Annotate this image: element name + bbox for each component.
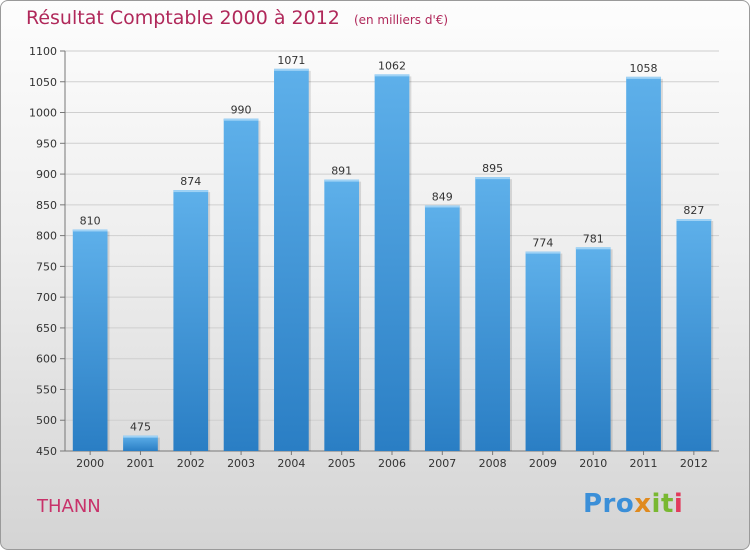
y-tick-label: 1000 [29, 107, 57, 120]
x-tick-label-2004: 2004 [277, 457, 305, 470]
y-tick-label: 450 [36, 445, 57, 458]
value-label-2004: 1071 [277, 54, 305, 67]
x-tick-label-2012: 2012 [680, 457, 708, 470]
value-label-2006: 1062 [378, 59, 406, 72]
value-label-2003: 990 [231, 104, 252, 117]
y-tick-label: 800 [36, 230, 57, 243]
x-tick-label-2000: 2000 [76, 457, 104, 470]
bar-highlight [324, 179, 360, 182]
bar-2010 [575, 247, 611, 451]
bar-layer [72, 68, 714, 452]
bar-highlight [223, 118, 259, 121]
x-tick-label-2008: 2008 [479, 457, 507, 470]
chart-subtitle: (en milliers d'€) [353, 13, 449, 27]
y-tick-label: 700 [36, 291, 57, 304]
y-tick-label: 650 [36, 322, 57, 335]
y-tick-label: 1100 [29, 45, 57, 58]
bar-2001 [123, 435, 158, 451]
bar-2004 [274, 68, 309, 451]
x-tick-label-2009: 2009 [529, 457, 557, 470]
bar-highlight [525, 251, 561, 254]
value-label-2007: 849 [432, 190, 453, 203]
x-tick-label-2011: 2011 [630, 457, 658, 470]
value-label-2012: 827 [683, 204, 704, 217]
bar-highlight [123, 435, 158, 438]
x-tick-label-2002: 2002 [177, 457, 205, 470]
chart-title: Résultat Comptable 2000 à 2012 (en milli… [26, 7, 448, 29]
bar-2003 [223, 118, 259, 451]
proxiti-logo[interactable]: Proxiti [583, 489, 683, 519]
logo-part-3: it [651, 489, 674, 519]
bar-highlight [72, 229, 108, 232]
bar-2008 [475, 177, 510, 451]
x-tick-label-2006: 2006 [378, 457, 406, 470]
y-tick-label: 950 [36, 137, 57, 150]
bar-2012 [676, 219, 712, 451]
bar-highlight [374, 74, 410, 77]
city-name: THANN [37, 496, 101, 517]
logo-part-4: i [673, 489, 684, 519]
bar-highlight [274, 68, 309, 71]
bar-2002 [173, 190, 209, 452]
x-tick-label-2007: 2007 [428, 457, 456, 470]
bar-highlight [173, 190, 209, 193]
bar-highlight [475, 177, 510, 180]
y-tick-label: 600 [36, 353, 57, 366]
value-label-2002: 874 [180, 175, 201, 188]
value-label-2011: 1058 [630, 62, 658, 75]
x-tick-label-2005: 2005 [328, 457, 356, 470]
bar-2009 [525, 251, 561, 451]
value-label-2010: 781 [583, 232, 604, 245]
bar-highlight [424, 205, 460, 208]
value-label-2009: 774 [532, 237, 553, 250]
bar-2007 [424, 205, 460, 451]
axis-layer: 450 500 550 600 650 700 750 800 850 900 950 1000 105… [29, 45, 719, 458]
value-label-2000: 810 [80, 214, 101, 227]
y-tick-label: 500 [36, 414, 57, 427]
bar-highlight [575, 247, 611, 250]
chart-title-text: Résultat Comptable 2000 à 2012 [26, 7, 340, 29]
y-tick-label: 900 [36, 168, 57, 181]
bar-highlight [676, 219, 712, 221]
bar-2000 [72, 229, 108, 451]
label-layer: 810 2000 475 2001 874 2002 990 2003 1071 2004 891 2… [76, 54, 708, 470]
y-tick-label: 750 [36, 260, 57, 273]
value-label-2005: 891 [331, 165, 352, 178]
bar-2011 [626, 76, 661, 451]
x-tick-label-2003: 2003 [227, 457, 255, 470]
logo-part-1: Pro [583, 489, 635, 519]
logo-part-2: x [634, 489, 652, 519]
value-label-2001: 475 [130, 421, 151, 434]
bar-2005 [324, 179, 360, 451]
bar-highlight [626, 76, 661, 79]
y-tick-label: 550 [36, 383, 57, 396]
x-tick-label-2001: 2001 [126, 457, 154, 470]
y-tick-label: 850 [36, 199, 57, 212]
y-tick-label: 1050 [29, 76, 57, 89]
bar-2006 [374, 74, 410, 451]
x-tick-label-2010: 2010 [579, 457, 607, 470]
value-label-2008: 895 [482, 162, 503, 175]
